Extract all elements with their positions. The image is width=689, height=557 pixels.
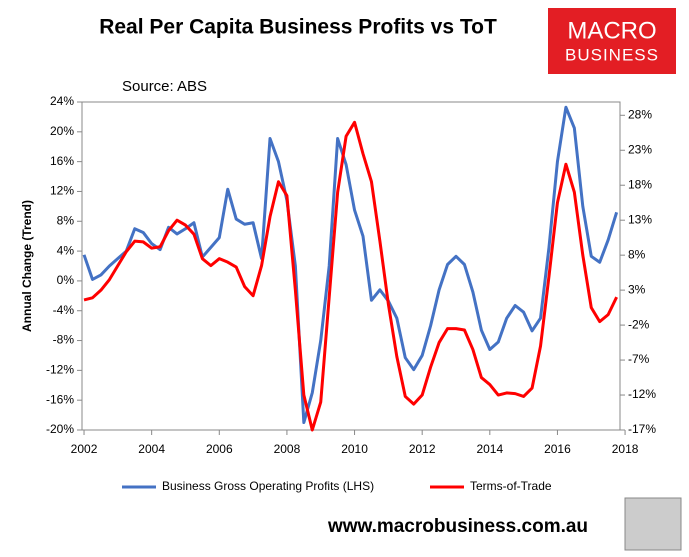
legend-label: Business Gross Operating Profits (LHS): [162, 479, 374, 493]
logo-text: BUSINESS: [565, 45, 659, 64]
y-tick-label: 0%: [57, 273, 75, 287]
y-tick-label: 20%: [50, 124, 74, 138]
x-tick-label: 2018: [612, 442, 639, 456]
y2-tick-label: -12%: [628, 387, 656, 401]
y-tick-label: 16%: [50, 154, 74, 168]
y2-tick-label: 28%: [628, 107, 652, 121]
logo-text: MACRO: [567, 17, 656, 44]
y-tick-label: 4%: [57, 243, 75, 257]
series-line: [82, 105, 619, 425]
x-tick-label: 2016: [544, 442, 571, 456]
chart-title: Real Per Capita Business Profits vs ToT: [99, 16, 497, 39]
y2-tick-label: -17%: [628, 422, 656, 436]
y2-tick-label: -7%: [628, 352, 650, 366]
logo-box: [548, 8, 676, 74]
source: Source: ABS: [122, 78, 207, 95]
x-tick-label: 2010: [341, 442, 368, 456]
y2-tick-label: 18%: [628, 177, 652, 191]
wolf-image: [624, 497, 682, 551]
y-tick-label: -20%: [46, 422, 74, 436]
y-axis-label: Annual Change (Trend): [20, 200, 34, 332]
y-tick-label: -16%: [46, 392, 74, 406]
y-tick-label: -12%: [46, 363, 74, 377]
x-tick-label: 2002: [71, 442, 98, 456]
url: www.macrobusiness.com.au: [327, 516, 588, 537]
y2-tick-label: 8%: [628, 247, 646, 261]
y-tick-label: 12%: [50, 184, 74, 198]
x-tick-label: 2006: [206, 442, 233, 456]
plot-frame: [81, 101, 621, 431]
y-tick-label: 24%: [50, 94, 74, 108]
y-tick-label: 8%: [57, 213, 75, 227]
y2-tick-label: 23%: [628, 142, 652, 156]
y-tick-label: -4%: [53, 303, 75, 317]
y2-tick-label: -2%: [628, 317, 650, 331]
y2-tick-label: 3%: [628, 282, 646, 296]
y2-tick-label: 13%: [628, 212, 652, 226]
x-tick-label: 2008: [274, 442, 301, 456]
x-tick-label: 2014: [476, 442, 503, 456]
x-tick-label: 2012: [409, 442, 436, 456]
legend-label: Terms-of-Trade: [470, 479, 552, 493]
x-tick-label: 2004: [138, 442, 165, 456]
y-tick-label: -8%: [53, 333, 75, 347]
series-line: [83, 120, 618, 432]
